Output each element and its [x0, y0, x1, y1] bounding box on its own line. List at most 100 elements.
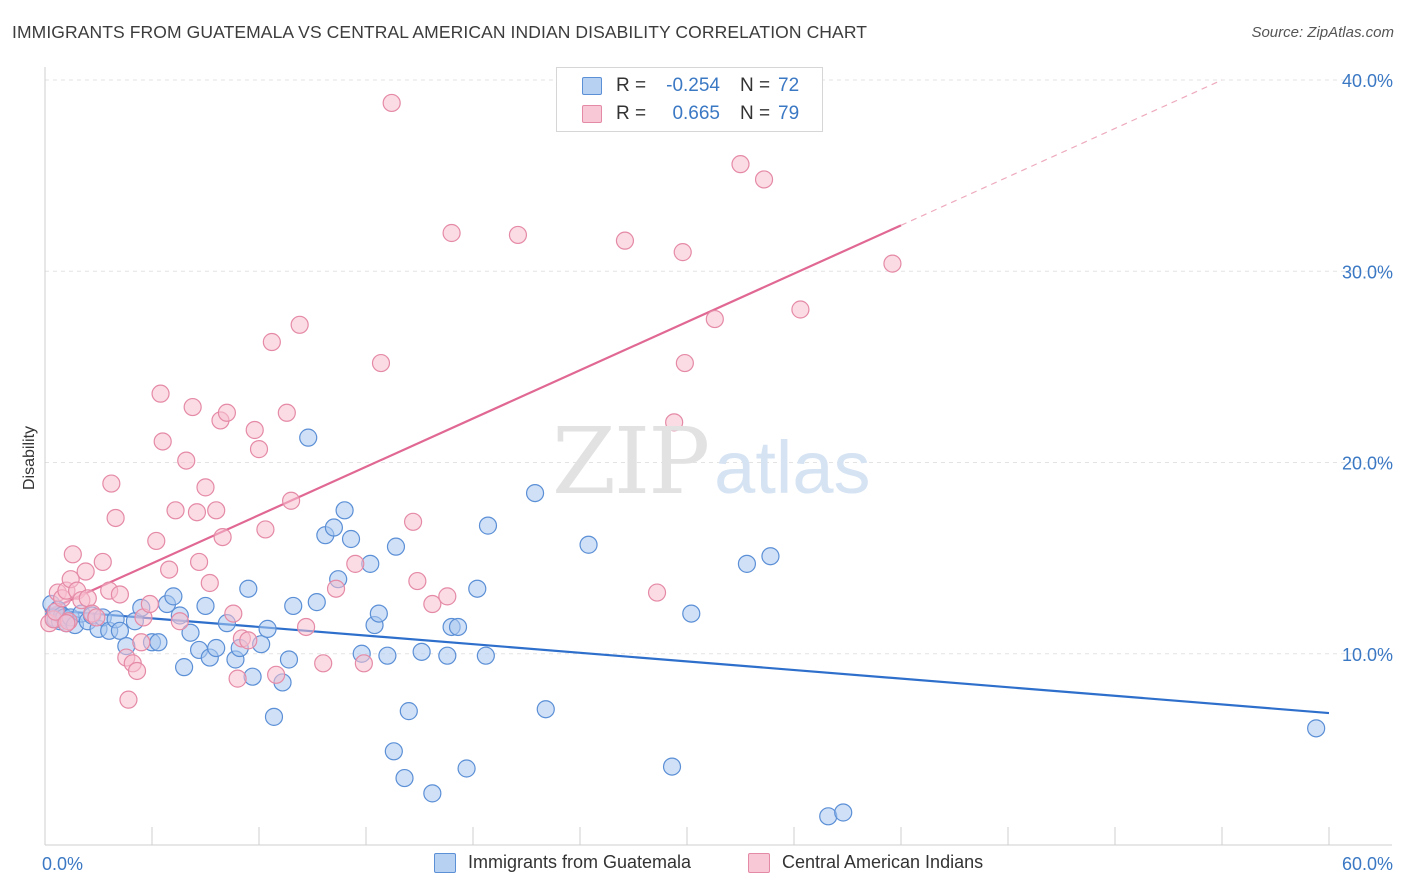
point-central-american-indians	[87, 608, 106, 627]
x-tick-label: 0.0%	[42, 854, 83, 874]
point-guatemala	[438, 646, 457, 665]
point-guatemala	[196, 596, 215, 616]
point-guatemala	[448, 617, 468, 637]
legend-n-value: 72	[778, 75, 800, 96]
point-central-american-indians	[326, 579, 346, 598]
point-guatemala	[378, 646, 397, 665]
point-central-american-indians	[282, 491, 301, 510]
point-central-american-indians	[106, 508, 125, 528]
point-central-american-indians	[78, 589, 97, 608]
point-central-american-indians	[647, 583, 667, 602]
series-legend: Immigrants from Guatemala Central Americ…	[0, 852, 1406, 878]
watermark-zip: ZIP	[552, 408, 710, 515]
point-guatemala	[279, 650, 299, 669]
legend-r-label: R =	[616, 75, 647, 96]
point-central-american-indians	[314, 654, 333, 673]
legend-n-label: N =	[740, 103, 771, 124]
point-guatemala	[149, 633, 168, 652]
point-guatemala	[761, 547, 780, 566]
gridlines	[45, 79, 1392, 655]
point-central-american-indians	[217, 403, 236, 422]
point-central-american-indians	[438, 587, 457, 606]
point-guatemala	[181, 623, 200, 642]
point-central-american-indians	[93, 552, 112, 572]
point-central-american-indians	[371, 353, 391, 373]
legend-row-guatemala: R = -0.254 N = 72	[557, 72, 799, 100]
point-guatemala	[243, 667, 262, 686]
y-tick-label: 10.0%	[1342, 645, 1393, 665]
watermark: ZIPatlas	[552, 408, 870, 515]
point-central-american-indians	[249, 440, 269, 459]
y-tick-label: 20.0%	[1342, 454, 1393, 474]
point-central-american-indians	[508, 225, 528, 245]
point-central-american-indians	[127, 661, 147, 681]
point-guatemala	[258, 619, 277, 638]
legend-n-label: N =	[740, 75, 771, 96]
point-central-american-indians	[213, 527, 232, 547]
point-guatemala	[307, 593, 326, 612]
legend-swatch-blue	[582, 77, 602, 95]
legend-r-value: -0.254	[666, 75, 720, 96]
point-central-american-indians	[224, 604, 243, 623]
point-central-american-indians	[200, 573, 219, 593]
point-central-american-indians	[705, 309, 724, 329]
point-central-american-indians	[382, 93, 401, 113]
point-central-american-indians	[665, 413, 684, 432]
point-central-american-indians	[76, 562, 95, 581]
point-guatemala	[682, 604, 701, 623]
point-guatemala	[1307, 719, 1326, 738]
point-central-american-indians	[239, 631, 258, 650]
legend-r-value: 0.665	[672, 103, 720, 124]
point-central-american-indians	[140, 594, 159, 614]
series-label: Central American Indians	[782, 852, 984, 872]
point-guatemala	[399, 702, 418, 721]
y-tick-label: 40.0%	[1342, 71, 1393, 91]
point-central-american-indians	[262, 332, 281, 352]
point-central-american-indians	[183, 397, 202, 417]
series-swatch-pink	[748, 852, 770, 873]
point-guatemala	[662, 757, 682, 776]
point-central-american-indians	[57, 614, 76, 633]
point-central-american-indians	[296, 617, 316, 637]
tick-labels: 10.0% 20.0% 30.0% 40.0% 0.0% 60.0%	[42, 71, 1393, 874]
point-central-american-indians	[403, 512, 423, 531]
point-guatemala	[324, 518, 343, 537]
point-guatemala	[468, 579, 487, 598]
point-guatemala	[386, 537, 406, 556]
point-central-american-indians	[207, 501, 226, 520]
series-legend-guatemala[interactable]: Immigrants from Guatemala	[434, 852, 691, 873]
chart-title: IMMIGRANTS FROM GUATEMALA VS CENTRAL AME…	[12, 22, 868, 42]
point-guatemala	[284, 596, 303, 616]
point-central-american-indians	[160, 560, 179, 579]
point-guatemala	[110, 621, 130, 640]
point-central-american-indians	[170, 612, 189, 631]
point-guatemala	[341, 529, 361, 549]
point-central-american-indians	[196, 478, 215, 497]
legend-r-label: R =	[616, 103, 647, 124]
point-guatemala	[579, 535, 598, 554]
point-guatemala	[264, 707, 284, 726]
point-guatemala	[175, 658, 194, 677]
point-central-american-indians	[132, 633, 151, 652]
y-tick-label: 30.0%	[1342, 262, 1393, 282]
point-central-american-indians	[731, 155, 750, 174]
trend-line-central-american-indians	[44, 224, 902, 613]
point-guatemala	[476, 646, 495, 665]
point-central-american-indians	[423, 594, 442, 614]
series-swatch-blue	[434, 852, 456, 873]
point-central-american-indians	[177, 451, 196, 470]
legend-swatch-pink	[582, 105, 602, 123]
point-central-american-indians	[290, 315, 309, 334]
point-guatemala	[834, 803, 853, 822]
point-guatemala	[819, 807, 838, 826]
point-central-american-indians	[346, 554, 365, 573]
point-central-american-indians	[354, 654, 373, 673]
point-central-american-indians	[187, 503, 207, 522]
point-guatemala	[335, 501, 354, 520]
point-guatemala	[299, 428, 318, 447]
point-central-american-indians	[754, 170, 774, 189]
point-central-american-indians	[119, 690, 138, 709]
series-legend-central-american-indians[interactable]: Central American Indians	[748, 852, 983, 873]
series-label: Immigrants from Guatemala	[468, 852, 692, 872]
